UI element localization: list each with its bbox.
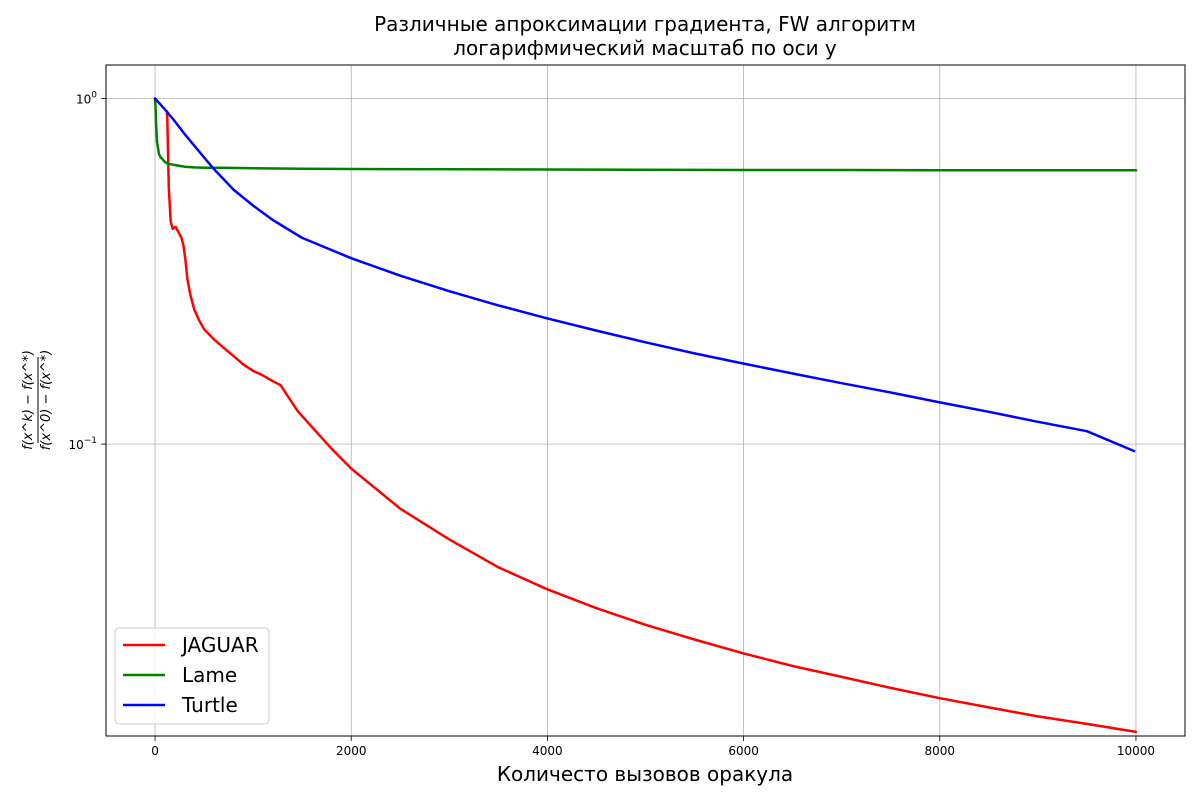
legend-label-jaguar: JAGUAR [180,633,259,657]
plot-area-frame [105,64,1186,737]
x-tick-label: 4000 [532,744,563,758]
series-line-jaguar [165,109,1138,734]
y-tick-label: 10−1 [68,436,97,452]
y-axis-label-numerator: f(x^k) − f(x^*) [21,350,36,450]
x-tick-label: 0 [151,744,159,758]
y-axis-label: f(x^k) − f(x^*) f(x^0) − f(x^*) [21,350,54,451]
x-tick-label: 2000 [336,744,367,758]
series-line-lame [153,97,1138,172]
y-axis-ticks: 100 10−1 [68,90,106,452]
series-group [153,97,1138,734]
x-tick-label: 6000 [728,744,759,758]
series-line-turtle [153,97,1136,453]
legend-box [114,627,270,725]
chart-title-line-2: логарифмический масштаб по оси y [453,36,837,60]
chart-title-line-1: Различные апроксимации градиента, FW алг… [374,12,916,36]
legend-label-lame: Lame [182,663,237,687]
x-axis-ticks: 0 2000 4000 6000 8000 10000 [151,736,1155,758]
legend: JAGUAR Lame Turtle [114,627,270,725]
x-axis-label: Количесто вызовов оракула [497,762,793,786]
x-tick-label: 10000 [1117,744,1155,758]
grid-lines [106,65,1185,736]
x-tick-label: 8000 [924,744,955,758]
y-axis-label-denominator: f(x^0) − f(x^*) [39,350,54,451]
legend-label-turtle: Turtle [181,693,238,717]
y-tick-label: 100 [76,90,97,106]
